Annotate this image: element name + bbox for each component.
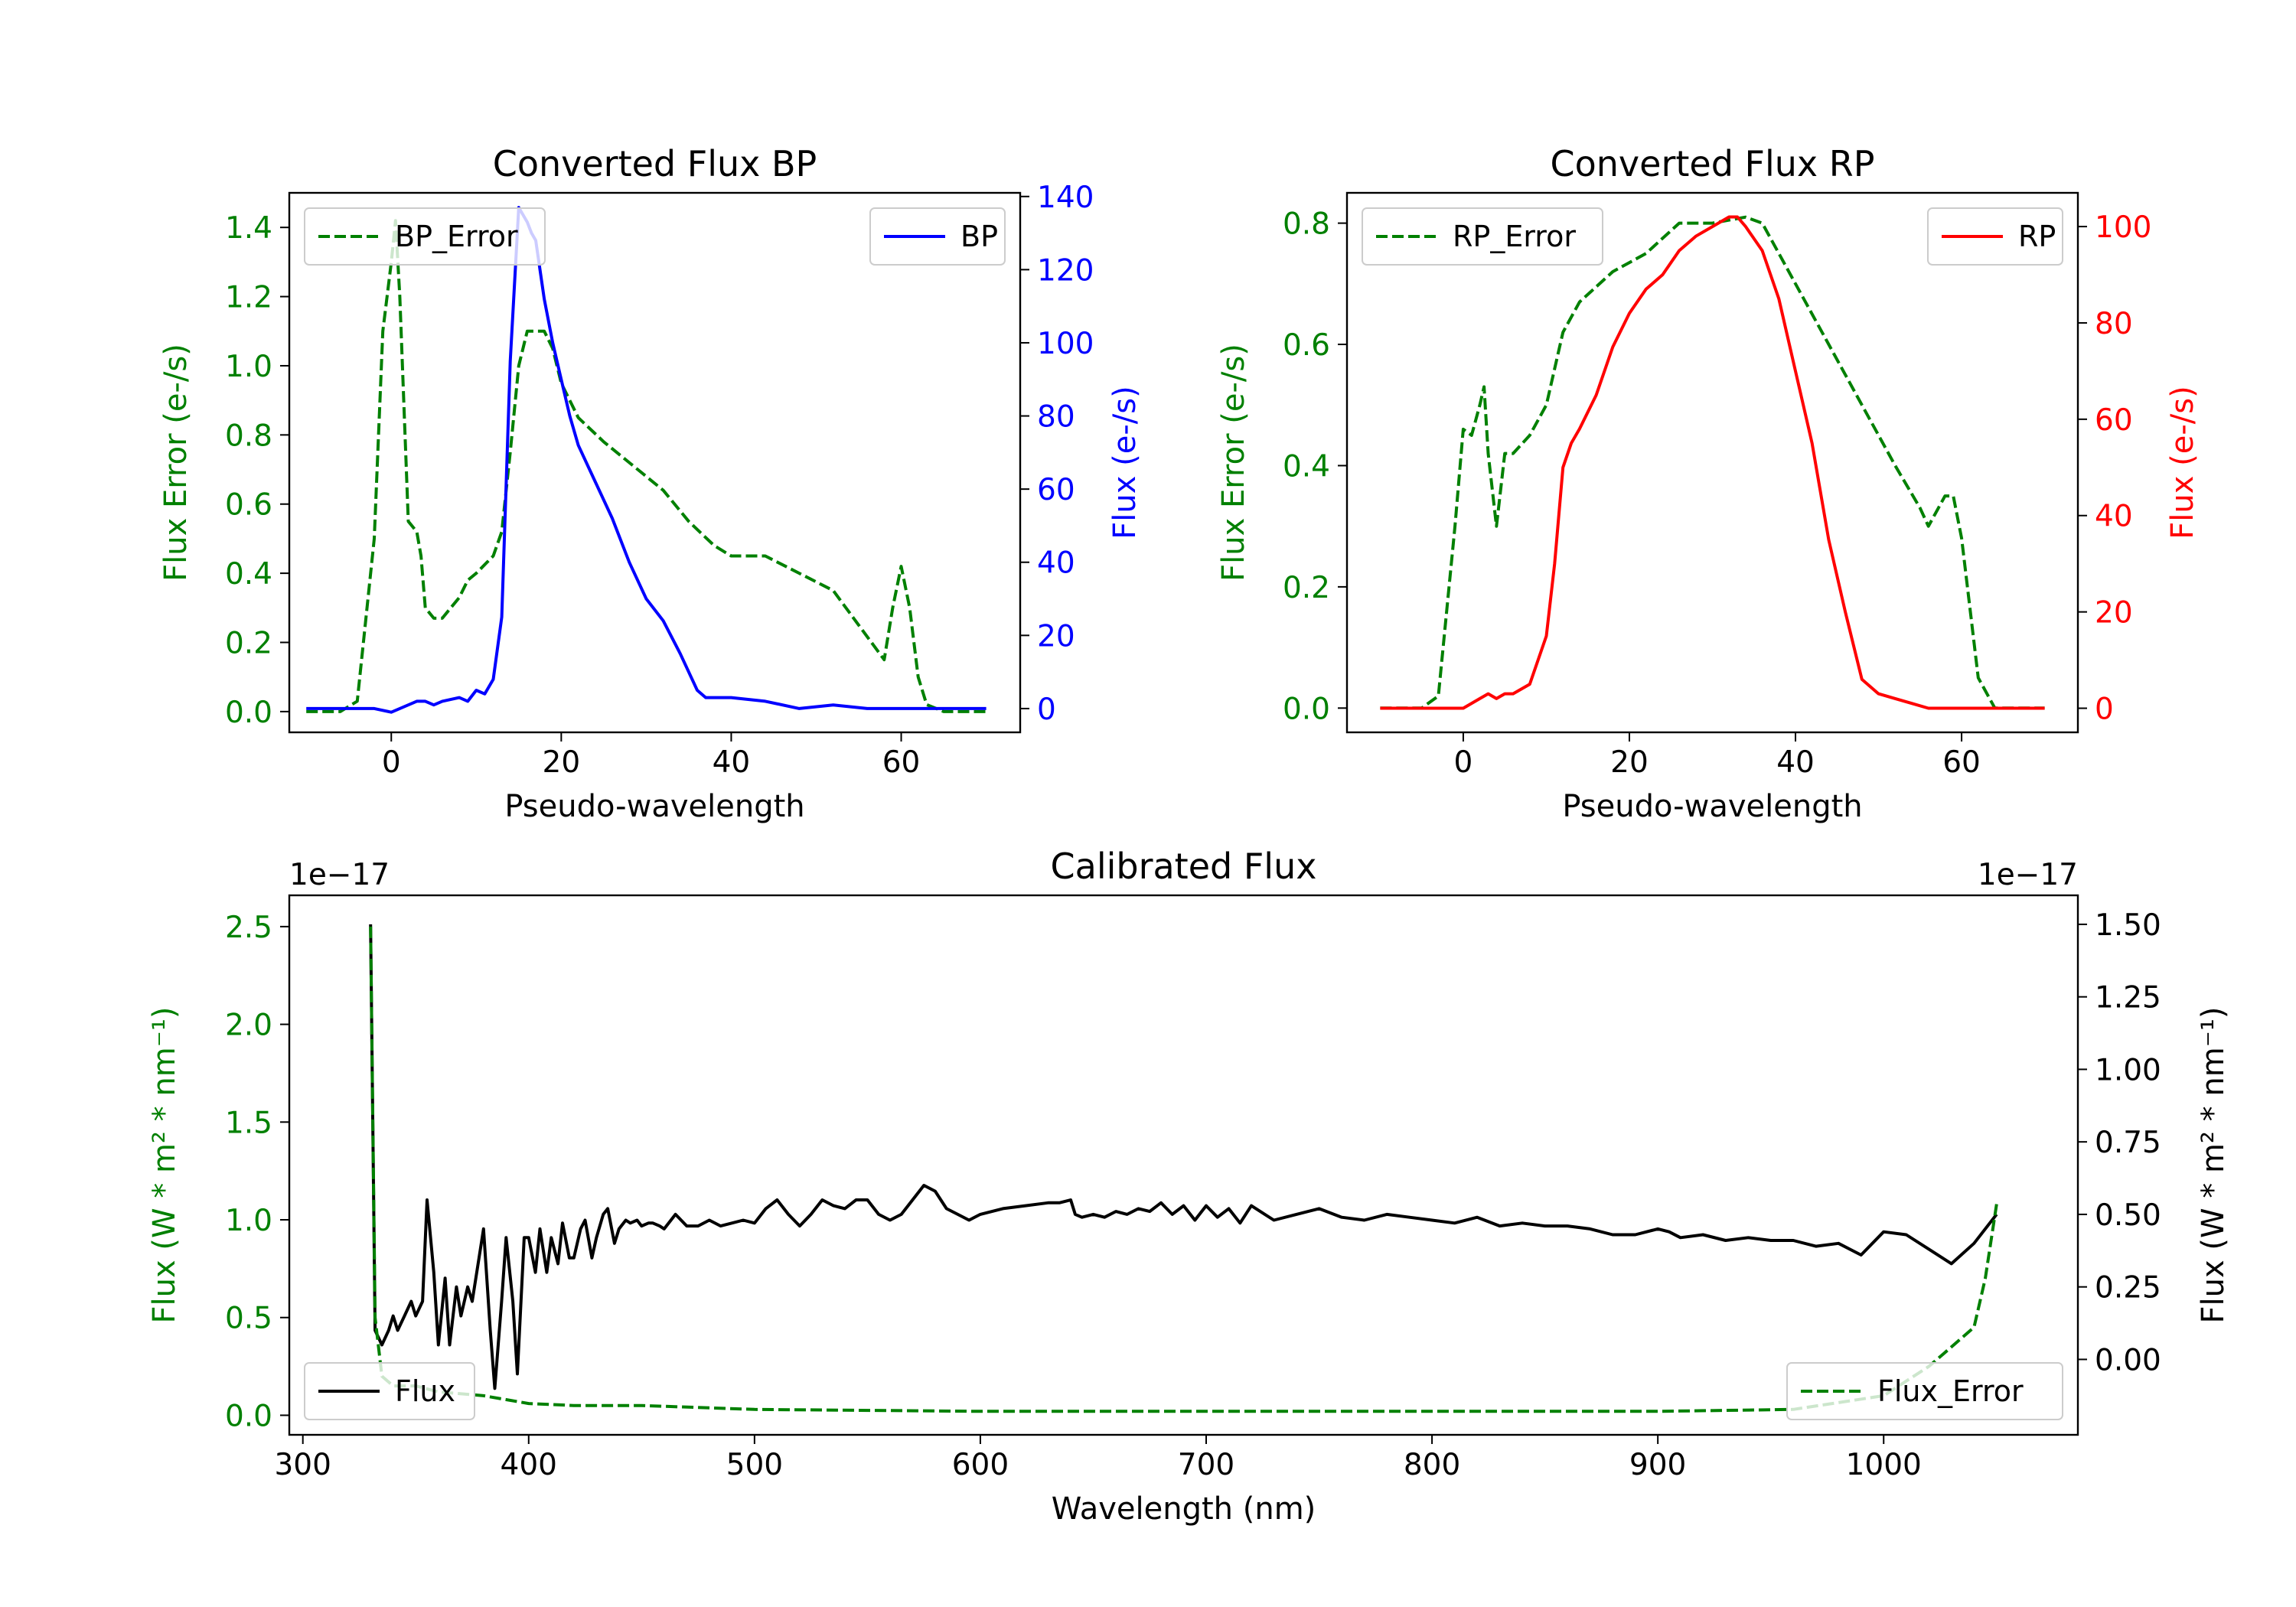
- y-right-tick-label: 1.50: [2095, 908, 2161, 943]
- y-right-tick-label: 1.25: [2095, 981, 2161, 1015]
- bp-y-left-label: Flux Error (e-/s): [158, 344, 194, 582]
- bp-chart: Converted Flux BP 0 20 40 60 Pseudo-wavelengt…: [158, 143, 1143, 824]
- rp-axes-frame: [1345, 191, 2079, 734]
- y-left-tick-label: 0.0: [225, 1399, 272, 1433]
- x-tick-label: 60: [882, 745, 921, 780]
- series-line-rp: [1380, 215, 2045, 710]
- bp-x-axis-label: Pseudo-wavelength: [504, 789, 804, 824]
- x-tick-label: 40: [1776, 745, 1815, 780]
- series-line-bp-error: [306, 219, 987, 713]
- y-left-tick-label: 0.0: [225, 696, 272, 730]
- legend-label: BP: [960, 220, 998, 253]
- y-left-tick-label: 0.8: [1283, 207, 1330, 242]
- x-tick-label: 1000: [1846, 1448, 1922, 1482]
- x-tick-label: 300: [274, 1448, 331, 1482]
- series-line-bp: [306, 206, 987, 714]
- x-tick-label: 500: [726, 1448, 783, 1482]
- rp-title: Converted Flux RP: [1551, 143, 1875, 184]
- y-right-tick-label: 0: [2095, 693, 2114, 727]
- legend-rp-error: RP_Error: [1362, 207, 1603, 266]
- x-tick-label: 60: [1942, 745, 1981, 780]
- x-tick-label: 40: [713, 745, 751, 780]
- rp-x-axis-label: Pseudo-wavelength: [1562, 789, 1862, 824]
- legend-label: RP: [2018, 220, 2056, 253]
- legend-label: BP_Error: [395, 220, 518, 253]
- y-right-tick-label: 20: [1037, 619, 1075, 654]
- bp-axes-frame: [288, 191, 1022, 734]
- y-right-tick-label: 40: [2095, 500, 2133, 534]
- y-right-tick-label: 140: [1037, 181, 1094, 215]
- legend-bp: BP: [869, 207, 1006, 266]
- y-right-tick-label: 80: [2095, 307, 2133, 341]
- y-left-tick-label: 1.2: [225, 281, 272, 315]
- y-right-tick-label: 0: [1037, 693, 1056, 727]
- y-right-tick-label: 0.00: [2095, 1343, 2161, 1377]
- y-right-tick-label: 40: [1037, 546, 1075, 581]
- y-right-tick-label: 20: [2095, 596, 2133, 631]
- y-right-tick-label: 60: [2095, 403, 2133, 438]
- y-right-tick-label: 120: [1037, 253, 1094, 288]
- x-tick-label: 400: [501, 1448, 557, 1482]
- x-tick-label: 0: [382, 745, 401, 780]
- bp-title: Converted Flux BP: [493, 143, 817, 184]
- y-right-offset-text: 1e−17: [1978, 858, 2078, 892]
- legend-label: Flux: [395, 1374, 455, 1408]
- x-tick-label: 20: [543, 745, 581, 780]
- y-right-tick-label: 0.25: [2095, 1271, 2161, 1305]
- y-left-tick-label: 0.2: [225, 627, 272, 661]
- y-left-offset-text: 1e−17: [289, 858, 390, 892]
- cal-x-axis-label: Wavelength (nm): [1052, 1491, 1316, 1527]
- y-left-tick-label: 0.8: [225, 419, 272, 453]
- legend-flux: Flux: [304, 1362, 475, 1420]
- x-tick-label: 0: [1454, 745, 1473, 780]
- x-tick-label: 700: [1178, 1448, 1234, 1482]
- y-right-tick-label: 1.00: [2095, 1053, 2161, 1087]
- cal-axes-frame: [288, 894, 2079, 1436]
- y-left-tick-label: 0.0: [1283, 692, 1330, 726]
- series-line-rp-error: [1380, 215, 2045, 710]
- x-tick-label: 900: [1629, 1448, 1686, 1482]
- y-left-tick-label: 1.0: [225, 1204, 272, 1238]
- y-left-tick-label: 1.5: [225, 1106, 272, 1140]
- cal-y-right-label: Flux (W * m² * nm⁻¹): [2196, 1007, 2231, 1324]
- legend-label: Flux_Error: [1877, 1374, 2024, 1408]
- x-tick-label: 20: [1610, 745, 1649, 780]
- x-tick-label: 600: [952, 1448, 1009, 1482]
- y-right-tick-label: 100: [2095, 210, 2151, 245]
- y-left-tick-label: 2.5: [225, 911, 272, 945]
- y-left-tick-label: 2.0: [225, 1009, 272, 1043]
- legend-rp: RP: [1927, 207, 2063, 266]
- y-left-tick-label: 0.5: [225, 1302, 272, 1336]
- legend-label: RP_Error: [1453, 220, 1576, 253]
- rp-y-left-label: Flux Error (e-/s): [1216, 344, 1251, 582]
- y-left-tick-label: 0.6: [1283, 328, 1330, 363]
- y-left-tick-label: 0.6: [225, 488, 272, 523]
- y-right-tick-label: 60: [1037, 473, 1075, 507]
- series-line-flux: [369, 924, 1998, 1390]
- rp-chart: Converted Flux RP 0 20 40 60 Pseudo-wavelengt…: [1216, 143, 2200, 824]
- y-right-tick-label: 80: [1037, 400, 1075, 435]
- y-left-tick-label: 1.0: [225, 350, 272, 384]
- y-right-tick-label: 0.75: [2095, 1126, 2161, 1160]
- rp-y-right-label: Flux (e-/s): [2165, 386, 2200, 539]
- bp-y-right-label: Flux (e-/s): [1107, 386, 1143, 539]
- cal-y-left-label: Flux (W * m² * nm⁻¹): [147, 1007, 182, 1324]
- y-left-tick-label: 0.4: [1283, 449, 1330, 484]
- y-left-tick-label: 0.2: [1283, 571, 1330, 605]
- legend-flux-error: Flux_Error: [1786, 1362, 2063, 1420]
- cal-title: Calibrated Flux: [1051, 846, 1317, 887]
- x-tick-label: 800: [1404, 1448, 1460, 1482]
- legend-bp-error: BP_Error: [304, 207, 546, 266]
- y-right-tick-label: 0.50: [2095, 1198, 2161, 1233]
- y-left-tick-label: 0.4: [225, 557, 272, 592]
- cal-chart: Calibrated Flux 300 400 500 600 700 800 900 1000…: [147, 846, 2231, 1527]
- y-right-tick-label: 100: [1037, 327, 1094, 361]
- y-left-tick-label: 1.4: [225, 211, 272, 246]
